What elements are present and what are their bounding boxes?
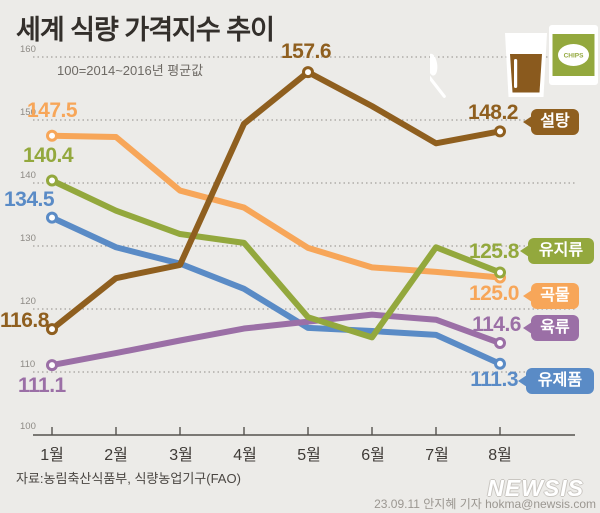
x-tick-label-apr: 4월 xyxy=(233,447,257,464)
y-tick-label: 130 xyxy=(20,233,36,244)
badge-pointer-oils xyxy=(520,245,529,257)
x-tick-label-feb: 2월 xyxy=(104,447,128,464)
byline-credit: 23.09.11 안지혜 기자 hokma@newsis.com xyxy=(374,497,596,511)
x-tick-label-mar: 3월 xyxy=(169,447,193,464)
x-tick-label-may: 5월 xyxy=(297,447,321,464)
value-label-oils-start: 140.4 xyxy=(23,144,74,167)
badge-pointer-sugar xyxy=(523,116,532,128)
value-label-dairy-start: 134.5 xyxy=(4,188,55,211)
x-tick-label-aug: 8월 xyxy=(488,447,512,464)
y-tick-label: 150 xyxy=(20,107,36,118)
marker-oils xyxy=(46,174,58,187)
badge-pointer-meat xyxy=(523,322,532,334)
marker-cereals xyxy=(494,271,506,284)
series-line-dairy xyxy=(49,214,503,367)
wheat-icon xyxy=(430,18,446,98)
value-label-cereals-end: 125.0 xyxy=(468,282,520,305)
chips-bag-icon: CHIPS xyxy=(549,25,598,85)
marker-dairy xyxy=(46,211,58,224)
value-label-oils-end: 125.8 xyxy=(468,240,520,263)
marker-sugar xyxy=(494,125,506,138)
y-tick-label: 120 xyxy=(20,296,36,307)
value-label-dairy-end: 111.3 xyxy=(470,368,518,391)
series-badge-sugar: 설탕 xyxy=(531,109,579,135)
value-label-sugar-start: 116.8 xyxy=(0,309,49,332)
y-tick-label: 100 xyxy=(20,421,36,432)
marker-dairy xyxy=(494,357,506,370)
newsis-logo: NEWSIS xyxy=(487,475,584,501)
value-label-cereals-start: 147.5 xyxy=(27,99,78,122)
series-line-cereals xyxy=(49,132,503,281)
value-label-meat-end: 114.6 xyxy=(472,313,521,336)
value-label-sugar-peak: 157.6 xyxy=(280,40,332,63)
series-line-oils xyxy=(49,177,503,341)
y-tick-label: 110 xyxy=(20,359,36,370)
marker-oils xyxy=(494,266,506,279)
y-tick-label: 140 xyxy=(20,170,36,181)
series-badge-cereals: 곡물 xyxy=(531,283,579,309)
x-tick-label-jul: 7월 xyxy=(425,447,449,464)
beverage-glass-icon xyxy=(505,33,547,97)
marker-sugar xyxy=(302,66,314,79)
y-tick-label: 160 xyxy=(20,44,36,55)
chart-subtitle: 100=2014~2016년 평균값 xyxy=(57,63,204,78)
x-tick-label-jan: 1월 xyxy=(40,447,64,464)
x-tick-label-jun: 6월 xyxy=(361,447,385,464)
badge-pointer-cereals xyxy=(523,290,532,302)
marker-meat xyxy=(494,337,506,350)
series-line-meat xyxy=(49,311,503,369)
value-label-sugar-end: 148.2 xyxy=(467,101,519,124)
series-badge-dairy: 유제품 xyxy=(526,368,594,394)
source-note: 자료:농림축산식품부, 식량농업기구(FAO) xyxy=(16,471,241,486)
value-label-meat-start: 111.1 xyxy=(18,374,66,397)
series-badge-oils: 유지류 xyxy=(528,238,594,264)
marker-cereals xyxy=(46,129,58,142)
marker-meat xyxy=(46,359,58,372)
page-title: 세계 식량 가격지수 추이 xyxy=(16,15,275,45)
series-line-sugar xyxy=(49,69,503,333)
badge-pointer-dairy xyxy=(518,375,527,387)
chips-bag-label: CHIPS xyxy=(564,53,585,60)
food-icons: CHIPS xyxy=(430,18,598,98)
series-badge-meat: 육류 xyxy=(531,315,579,341)
